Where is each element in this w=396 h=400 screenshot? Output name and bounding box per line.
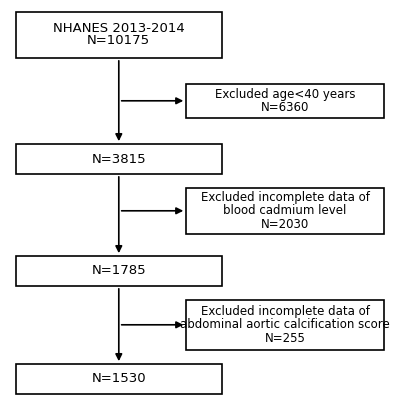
Text: N=1530: N=1530 [91, 372, 146, 386]
Text: N=6360: N=6360 [261, 101, 309, 114]
Text: Excluded incomplete data of: Excluded incomplete data of [201, 191, 369, 204]
Text: N=10175: N=10175 [87, 34, 150, 48]
Text: Excluded age<40 years: Excluded age<40 years [215, 88, 355, 101]
Text: blood cadmium level: blood cadmium level [223, 204, 347, 218]
FancyBboxPatch shape [16, 144, 222, 174]
FancyBboxPatch shape [186, 300, 384, 350]
FancyBboxPatch shape [16, 12, 222, 58]
FancyBboxPatch shape [16, 364, 222, 394]
Text: N=255: N=255 [265, 332, 306, 345]
FancyBboxPatch shape [186, 188, 384, 234]
Text: N=3815: N=3815 [91, 152, 146, 166]
Text: N=1785: N=1785 [91, 264, 146, 278]
FancyBboxPatch shape [186, 84, 384, 118]
Text: N=2030: N=2030 [261, 218, 309, 231]
Text: NHANES 2013-2014: NHANES 2013-2014 [53, 22, 185, 36]
FancyBboxPatch shape [16, 256, 222, 286]
Text: Excluded incomplete data of: Excluded incomplete data of [201, 305, 369, 318]
Text: abdominal aortic calcification score: abdominal aortic calcification score [180, 318, 390, 332]
